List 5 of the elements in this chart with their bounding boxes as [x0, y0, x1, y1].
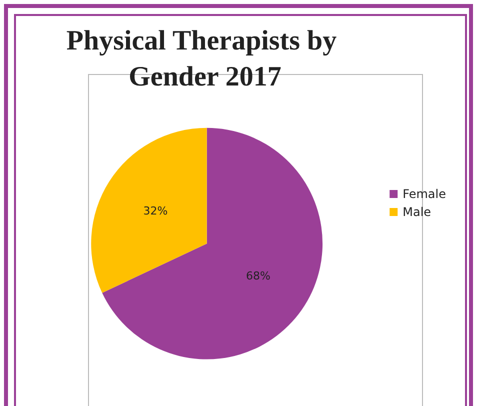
- data-label: 32%: [143, 204, 168, 218]
- data-label: 68%: [246, 270, 270, 283]
- legend-label: Female: [402, 187, 446, 201]
- chart-title: Physical Therapists by Gender 2017: [66, 26, 344, 92]
- legend-label: Male: [402, 205, 432, 219]
